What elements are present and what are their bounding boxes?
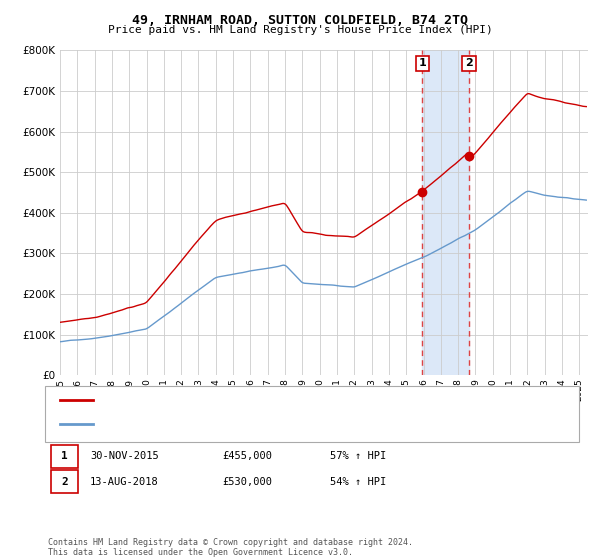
Text: Price paid vs. HM Land Registry's House Price Index (HPI): Price paid vs. HM Land Registry's House … <box>107 25 493 35</box>
Text: 49, IRNHAM ROAD, SUTTON COLDFIELD, B74 2TQ (detached house): 49, IRNHAM ROAD, SUTTON COLDFIELD, B74 2… <box>102 395 449 405</box>
Text: 13-AUG-2018: 13-AUG-2018 <box>90 477 159 487</box>
Text: 57% ↑ HPI: 57% ↑ HPI <box>330 451 386 461</box>
Text: £455,000: £455,000 <box>222 451 272 461</box>
Text: 2: 2 <box>465 58 473 68</box>
Text: 49, IRNHAM ROAD, SUTTON COLDFIELD, B74 2TQ: 49, IRNHAM ROAD, SUTTON COLDFIELD, B74 2… <box>132 14 468 27</box>
Text: £530,000: £530,000 <box>222 477 272 487</box>
Text: 1: 1 <box>418 58 426 68</box>
Text: Contains HM Land Registry data © Crown copyright and database right 2024.
This d: Contains HM Land Registry data © Crown c… <box>48 538 413 557</box>
Text: HPI: Average price, detached house, Birmingham: HPI: Average price, detached house, Birm… <box>102 419 372 430</box>
Text: 2: 2 <box>61 477 68 487</box>
Text: 30-NOV-2015: 30-NOV-2015 <box>90 451 159 461</box>
Text: 1: 1 <box>61 451 68 461</box>
Bar <box>422 50 469 375</box>
Text: 54% ↑ HPI: 54% ↑ HPI <box>330 477 386 487</box>
